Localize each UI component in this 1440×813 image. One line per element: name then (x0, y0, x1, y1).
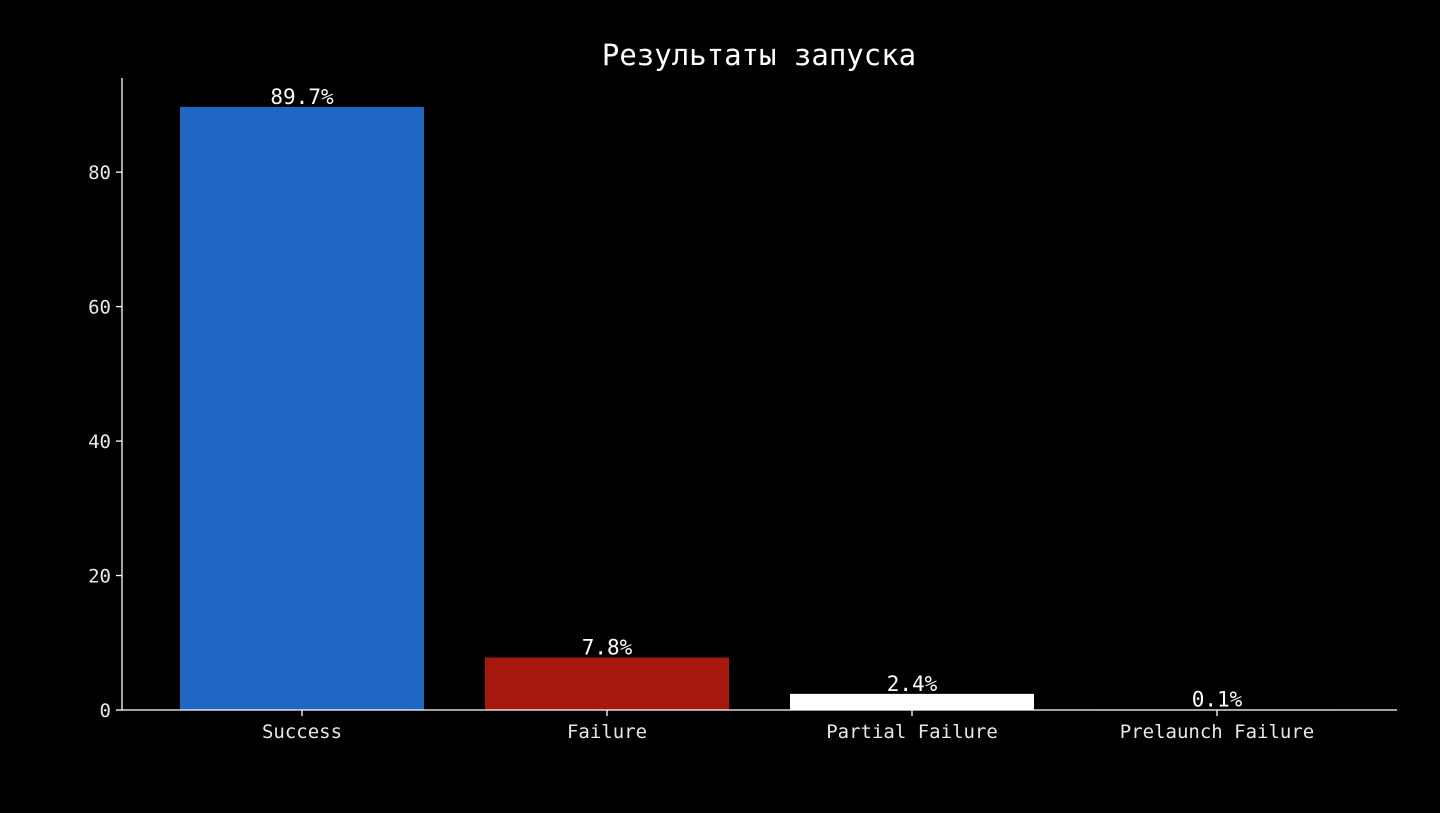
y-tick-label: 40 (88, 431, 111, 453)
data-label-failure: 7.8% (582, 636, 633, 660)
y-tick-label: 60 (88, 297, 111, 319)
x-tick-label: Prelaunch Failure (1120, 721, 1314, 743)
data-label-partial-failure: 2.4% (887, 672, 938, 696)
axes-layer: Success Failure Partial Failure Prelaunch F… (88, 78, 1397, 743)
data-labels-layer: 89.7% 7.8% 2.4% 0.1% (270, 85, 1242, 711)
bar-success (180, 106, 424, 710)
data-label-prelaunch-failure: 0.1% (1192, 687, 1243, 711)
x-tick-label: Failure (567, 721, 647, 743)
x-tick-label: Partial Failure (826, 721, 998, 743)
data-label-success: 89.7% (270, 85, 334, 109)
bars-layer (180, 106, 1339, 710)
bar-partial-failure (790, 693, 1034, 710)
y-tick-label: 80 (88, 162, 111, 184)
y-tick-label: 20 (88, 566, 111, 588)
bar-failure (485, 657, 729, 710)
x-tick-label: Success (262, 721, 342, 743)
y-tick-label: 0 (100, 700, 111, 722)
chart-title: Результаты запуска (602, 38, 916, 72)
